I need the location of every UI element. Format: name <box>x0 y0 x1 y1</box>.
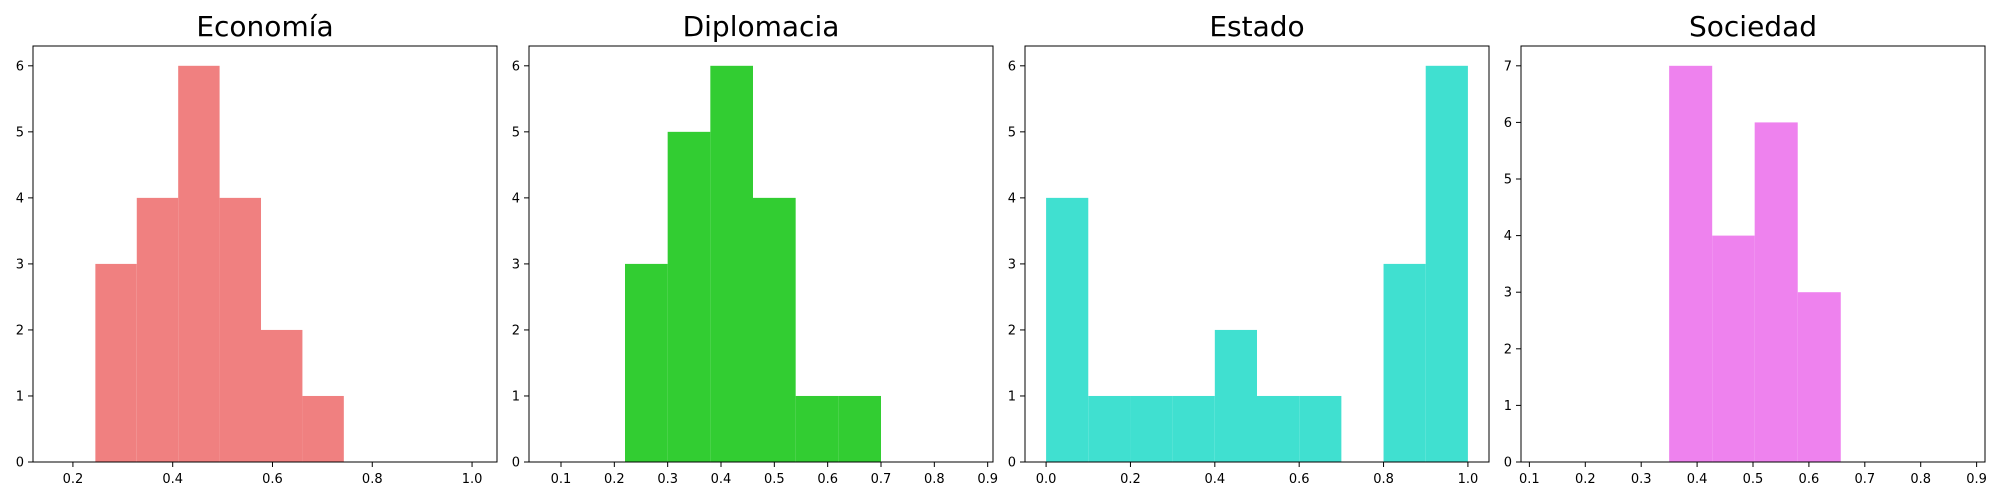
histogram-bar <box>261 329 303 462</box>
x-tick-label: 0.5 <box>1743 472 1764 487</box>
y-tick-label: 0 <box>16 456 24 471</box>
y-tick-label: 5 <box>512 125 520 140</box>
x-tick-label: 0.6 <box>262 472 283 487</box>
x-tick-label: 0.8 <box>1910 472 1931 487</box>
y-tick-label: 5 <box>1504 173 1512 188</box>
histogram-bar <box>136 197 179 462</box>
y-tick-label: 5 <box>1008 125 1016 140</box>
x-tick-label: 0.4 <box>1204 472 1225 487</box>
x-tick-label: 0.8 <box>924 472 945 487</box>
histogram-bar <box>1088 395 1131 462</box>
x-tick-label: 0.5 <box>764 472 785 487</box>
histogram-bar <box>178 65 220 463</box>
histogram-bar <box>1669 65 1713 463</box>
x-tick-label: 0.4 <box>711 472 732 487</box>
histogram-panel-1: 0.2 0.4 0.6 0.8 1.0 0 1 2 3 4 5 6 Economía <box>16 10 498 487</box>
histogram-bar <box>795 395 839 462</box>
histogram-bar <box>625 263 668 462</box>
y-tick-label: 0 <box>1504 456 1512 471</box>
x-tick-label: 0.6 <box>1289 472 1310 487</box>
y-tick-label: 2 <box>16 323 24 338</box>
x-tick-label: 0.7 <box>871 472 892 487</box>
histogram-bar <box>1299 395 1342 462</box>
histogram-bar <box>667 131 711 463</box>
histogram-panel-2: 0.1 0.2 0.3 0.4 0.5 0.6 0.7 0.8 0.9 0 1 2 3 4 5 6 Diplom… <box>512 10 998 487</box>
x-tick-label: 0.2 <box>63 472 84 487</box>
x-tick-label: 1.0 <box>462 472 483 487</box>
y-tick-label: 1 <box>1008 389 1016 404</box>
x-tick-label: 0.4 <box>162 472 183 487</box>
y-tick-label: 1 <box>512 389 520 404</box>
histogram-bar <box>753 197 796 462</box>
y-tick-label: 4 <box>1008 191 1016 206</box>
x-tick-label: 0.1 <box>551 472 572 487</box>
x-tick-label: 1.0 <box>1458 472 1479 487</box>
y-tick-label: 0 <box>1008 456 1016 471</box>
histogram-bar <box>1130 395 1173 462</box>
histogram-bar <box>1214 329 1257 462</box>
histogram-bar <box>1046 197 1089 462</box>
histogram-bar <box>1754 122 1798 462</box>
x-tick-label: 0.9 <box>977 472 998 487</box>
x-tick-label: 0.2 <box>1575 472 1596 487</box>
histogram-bar <box>1425 65 1468 463</box>
histogram-bar <box>302 395 344 462</box>
y-tick-label: 6 <box>512 59 520 74</box>
histogram-bar <box>710 65 753 463</box>
x-tick-label: 0.1 <box>1519 472 1540 487</box>
histogram-bar <box>95 263 137 462</box>
y-tick-label: 4 <box>512 191 520 206</box>
histogram-bar <box>1172 395 1215 462</box>
histogram-bar <box>219 197 262 462</box>
histogram-bar <box>1712 235 1755 462</box>
y-tick-label: 1 <box>16 389 24 404</box>
x-tick-label: 0.6 <box>817 472 838 487</box>
y-tick-label: 6 <box>16 59 24 74</box>
x-tick-label: 0.7 <box>1854 472 1875 487</box>
x-tick-label: 0.2 <box>1120 472 1141 487</box>
y-tick-label: 6 <box>1504 116 1512 131</box>
y-tick-label: 2 <box>1008 323 1016 338</box>
panel-title: Sociedad <box>1689 10 1817 43</box>
x-tick-label: 0.9 <box>1966 472 1987 487</box>
x-tick-label: 0.8 <box>1373 472 1394 487</box>
y-tick-label: 4 <box>1504 229 1512 244</box>
histogram-bar <box>838 395 881 462</box>
panel-title: Diplomacia <box>683 10 840 43</box>
axes-frame <box>528 45 994 463</box>
histogram-bar <box>1383 263 1426 462</box>
axes-frame <box>1024 45 1490 463</box>
y-tick-label: 3 <box>16 257 24 272</box>
y-tick-label: 0 <box>512 456 520 471</box>
histogram-bar <box>1797 292 1841 462</box>
y-tick-label: 3 <box>512 257 520 272</box>
y-tick-label: 5 <box>16 125 24 140</box>
histogram-panel-4: 0.1 0.2 0.3 0.4 0.5 0.6 0.7 0.8 0.9 0 1 2 3 4 5 6 7 Socie… <box>1504 10 1987 487</box>
y-tick-label: 2 <box>1504 342 1512 357</box>
x-tick-label: 0.3 <box>1631 472 1652 487</box>
x-tick-label: 0.4 <box>1687 472 1708 487</box>
panel-title: Economía <box>196 10 333 43</box>
x-tick-label: 0.2 <box>604 472 625 487</box>
y-tick-label: 1 <box>1504 399 1512 414</box>
y-tick-label: 3 <box>1504 286 1512 301</box>
x-tick-label: 0.6 <box>1799 472 1820 487</box>
y-tick-label: 7 <box>1504 59 1512 74</box>
x-tick-label: 0.3 <box>657 472 678 487</box>
x-tick-label: 0.8 <box>362 472 383 487</box>
x-tick-label: 0.0 <box>1036 472 1057 487</box>
axes-frame <box>32 45 498 463</box>
panel-title: Estado <box>1209 10 1304 43</box>
y-tick-label: 4 <box>16 191 24 206</box>
histogram-panel-3: 0.0 0.2 0.4 0.6 0.8 1.0 0 1 2 3 4 5 6 Estado <box>1008 10 1490 487</box>
y-tick-label: 3 <box>1008 257 1016 272</box>
histogram-bar <box>1257 395 1300 462</box>
y-tick-label: 6 <box>1008 59 1016 74</box>
y-tick-label: 2 <box>512 323 520 338</box>
